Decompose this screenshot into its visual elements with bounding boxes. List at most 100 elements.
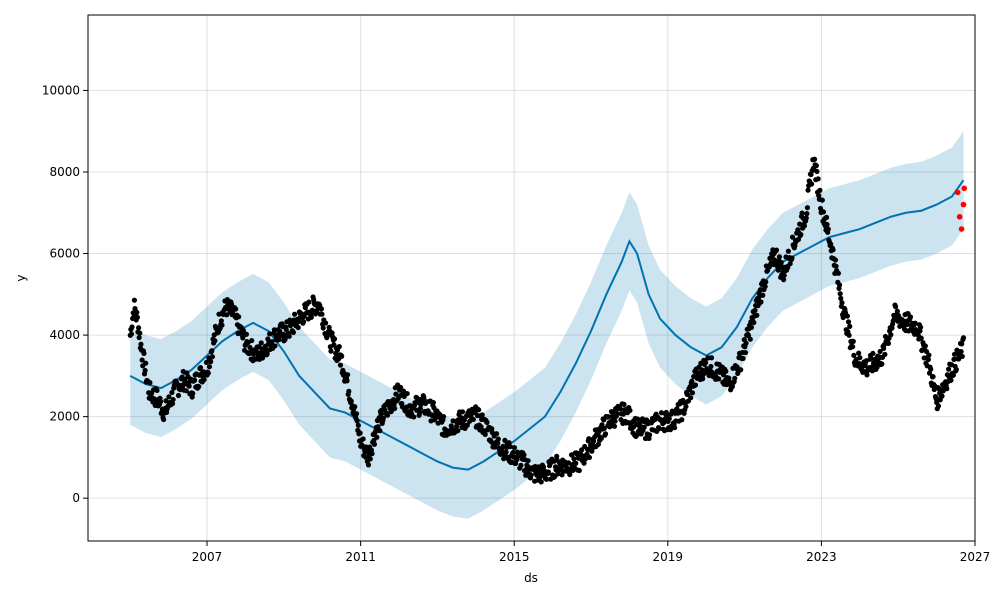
observed-point bbox=[377, 428, 383, 434]
y-axis-ticks: 0 2000 4000 6000 8000 10000 bbox=[42, 83, 88, 505]
observed-point bbox=[240, 327, 247, 334]
observed-point bbox=[337, 362, 344, 368]
x-tick-label: 2011 bbox=[345, 550, 376, 564]
observed-point bbox=[489, 426, 495, 432]
observed-point bbox=[511, 445, 517, 451]
observed-point bbox=[851, 352, 857, 358]
observed-point bbox=[773, 247, 780, 253]
observed-point bbox=[139, 357, 145, 363]
observed-point bbox=[870, 350, 876, 357]
observed-point bbox=[820, 209, 827, 215]
observed-point bbox=[754, 312, 760, 318]
y-tick-label: 8000 bbox=[49, 165, 80, 179]
observed-point bbox=[170, 396, 176, 403]
observed-point bbox=[742, 349, 749, 356]
observed-point bbox=[224, 312, 230, 318]
observed-point bbox=[134, 314, 140, 320]
grid bbox=[88, 15, 976, 541]
observed-point bbox=[459, 409, 466, 415]
observed-point bbox=[166, 394, 172, 400]
observed-point bbox=[183, 388, 189, 394]
observed-point bbox=[612, 418, 618, 424]
observed-point bbox=[319, 311, 325, 317]
observed-point bbox=[758, 299, 764, 305]
observed-point bbox=[755, 295, 762, 301]
observed-point bbox=[602, 431, 609, 437]
observed-point bbox=[136, 334, 142, 341]
observed-point bbox=[647, 432, 653, 438]
observed-point bbox=[380, 415, 386, 421]
observed-point bbox=[525, 458, 531, 464]
observed-point bbox=[543, 476, 550, 482]
observed-point bbox=[838, 295, 844, 301]
observed-point bbox=[143, 360, 149, 366]
x-tick-label: 2023 bbox=[806, 550, 837, 564]
observed-point bbox=[233, 306, 239, 312]
observed-point bbox=[158, 399, 164, 405]
observed-point bbox=[797, 221, 803, 227]
observed-point bbox=[398, 384, 404, 391]
observed-point bbox=[421, 395, 427, 401]
observed-point bbox=[128, 331, 135, 337]
observed-point bbox=[137, 330, 143, 336]
observed-point bbox=[892, 304, 899, 310]
observed-point bbox=[501, 456, 507, 462]
observed-point bbox=[154, 387, 160, 393]
observed-point bbox=[203, 359, 210, 365]
observed-point bbox=[781, 277, 787, 283]
uncertainty-band bbox=[130, 131, 964, 519]
observed-point bbox=[868, 355, 874, 362]
observed-point bbox=[375, 424, 381, 430]
observed-point bbox=[953, 366, 959, 373]
observed-point bbox=[700, 376, 706, 382]
observed-point bbox=[948, 377, 954, 383]
observed-point bbox=[306, 299, 312, 305]
observed-point bbox=[510, 449, 516, 456]
observed-point bbox=[384, 412, 391, 418]
observed-point bbox=[958, 348, 964, 355]
observed-point bbox=[734, 364, 740, 370]
observed-point bbox=[763, 279, 769, 285]
observed-point bbox=[699, 367, 705, 373]
observed-point bbox=[944, 386, 950, 392]
observed-point bbox=[336, 344, 342, 350]
observed-point bbox=[804, 205, 811, 211]
observed-point bbox=[877, 348, 883, 355]
observed-point bbox=[348, 398, 354, 404]
observed-point bbox=[611, 423, 618, 429]
observed-point bbox=[554, 453, 560, 459]
observed-point bbox=[959, 353, 965, 359]
x-axis-ticks: 2007 2011 2015 2019 2023 2027 bbox=[192, 541, 990, 564]
observed-point bbox=[738, 367, 744, 373]
uncertainty-band-area bbox=[130, 131, 964, 519]
observed-point bbox=[367, 456, 373, 462]
observed-point bbox=[576, 467, 582, 474]
observed-point bbox=[836, 282, 843, 288]
observed-point bbox=[674, 406, 680, 412]
observed-point bbox=[309, 307, 316, 313]
observed-point bbox=[328, 348, 334, 354]
observed-point bbox=[322, 320, 329, 326]
observed-point bbox=[702, 360, 709, 366]
y-tick-label: 6000 bbox=[49, 247, 80, 261]
observed-point bbox=[864, 372, 870, 378]
observed-point bbox=[819, 197, 825, 203]
observed-point bbox=[586, 436, 592, 442]
observed-point bbox=[540, 464, 547, 470]
observed-point bbox=[169, 401, 176, 407]
observed-point bbox=[331, 336, 338, 342]
observed-point bbox=[353, 411, 360, 417]
observed-point bbox=[857, 355, 863, 361]
observed-point bbox=[833, 263, 839, 269]
observed-point bbox=[374, 434, 380, 440]
observed-point bbox=[295, 324, 301, 331]
x-tick-label: 2019 bbox=[653, 550, 684, 564]
forecast-point bbox=[954, 189, 961, 196]
observed-point bbox=[627, 407, 633, 414]
observed-point bbox=[917, 324, 924, 330]
observed-point bbox=[732, 375, 738, 381]
observed-point bbox=[479, 412, 485, 418]
observed-point bbox=[219, 322, 225, 328]
observed-point bbox=[776, 254, 783, 260]
observed-point bbox=[664, 411, 670, 418]
